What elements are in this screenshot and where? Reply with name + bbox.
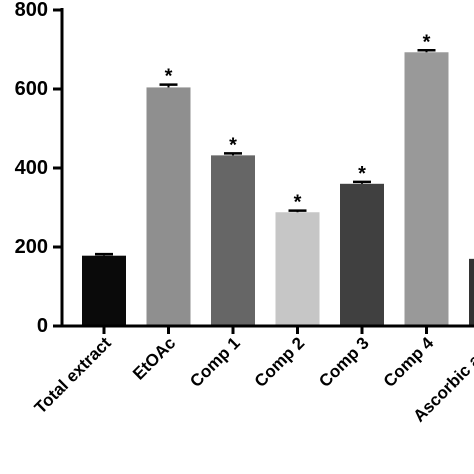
x-tick-label-5: Comp 4 (380, 333, 438, 391)
x-tick-label-3: Comp 2 (251, 333, 309, 391)
x-tick-label-2: Comp 1 (186, 333, 244, 391)
significance-marker-5: * (423, 31, 431, 53)
x-tick-label-4: Comp 3 (315, 333, 373, 391)
bar-1 (146, 87, 191, 326)
bar-2 (211, 155, 255, 326)
bar-3 (275, 212, 320, 326)
x-tick-label-1: EtOAc (129, 333, 179, 383)
significance-marker-1: * (165, 66, 173, 88)
significance-marker-3: * (294, 192, 302, 214)
y-tick-label-1: 200 (15, 236, 48, 258)
significance-marker-4: * (358, 163, 366, 185)
y-tick-label-4: 800 (15, 0, 48, 21)
y-tick-label-3: 600 (15, 78, 48, 100)
bar-5 (404, 52, 449, 326)
plot-area: Total extract * EtOAc * Comp 1 * Comp 2 * Comp 3… (15, 0, 474, 426)
bar-4 (340, 183, 384, 326)
significance-marker-2: * (229, 134, 237, 156)
y-tick-label-0: 0 (37, 315, 48, 337)
bar-6 (469, 258, 474, 326)
x-tick-label-0: Total extract (31, 333, 115, 417)
y-tick-label-2: 400 (15, 157, 48, 179)
bar-0 (82, 255, 126, 326)
